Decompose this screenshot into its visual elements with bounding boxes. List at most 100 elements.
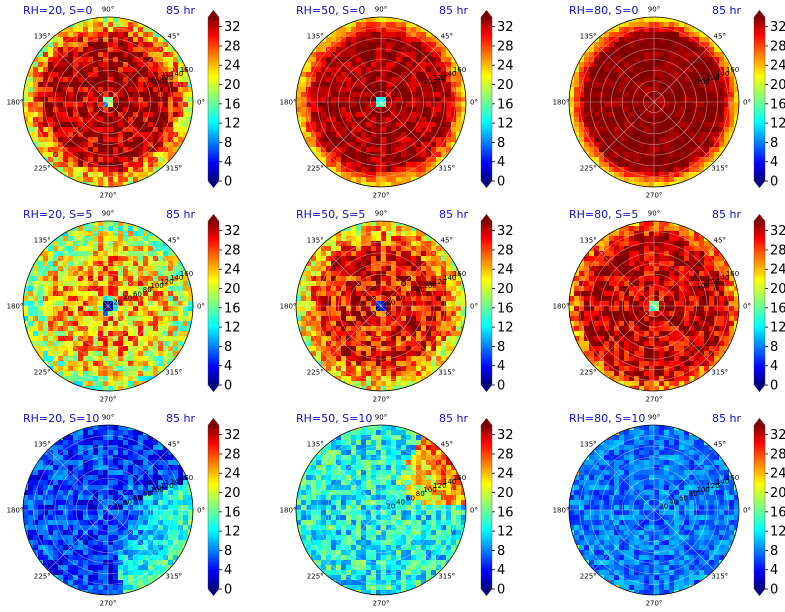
panel-8: 90°45°0°315°270°225°180°135°204060801001… [280,412,514,608]
colorbar-tick-label: 0 [497,175,505,190]
colorbar-extend-max [481,418,492,425]
panels-layer: 90°45°0°315°270°225°180°135°100120140160… [7,4,785,608]
angle-tick-label: 180° [553,99,570,107]
colorbar-tick-label: 24 [497,59,514,74]
colorbar-extend-min [481,589,492,596]
colorbar-tick-label: 0 [224,583,232,598]
panel-1: 90°45°0°315°270°225°180°135°100120140160… [7,4,241,200]
colorbar-gradient [480,424,493,590]
radial-tick-label: 100 [150,282,163,290]
colorbar-tick-label: 4 [497,563,505,578]
angle-tick-label: 45° [714,33,726,41]
panel-time-label: 85 hr [166,208,195,221]
colorbar-tick-label: 0 [770,175,778,190]
polar-frame [568,220,740,392]
colorbar-tick-label: 20 [770,78,785,93]
angle-tick-label: 0° [743,507,751,515]
angle-tick-label: 270° [100,600,117,608]
angle-tick-label: 45° [168,441,180,449]
angle-tick-label: 90° [375,6,387,14]
radial-tick-label: 40 [669,498,678,506]
colorbar-tick-label: 8 [224,544,232,559]
angle-tick-label: 315° [165,368,182,376]
radial-tick-label: 80 [416,286,425,294]
angle-tick-label: 180° [280,99,297,107]
radial-tick-label: 160 [726,66,739,74]
colorbar-tick-label: 20 [224,486,241,501]
panel-3: 90°45°0°315°270°225°180°135°100120140160… [553,4,785,200]
angle-tick-label: 315° [438,164,455,172]
colorbar-tick-label: 28 [770,447,785,462]
angle-tick-label: 45° [168,237,180,245]
radial-tick-label: 140 [443,478,456,486]
colorbar-tick-label: 28 [770,243,785,258]
colorbar-extend-max [208,214,219,221]
colorbar-tick-label: 32 [770,224,785,239]
polar-frame [295,16,467,188]
angle-tick-label: 180° [7,507,24,515]
radial-tick-label: 40 [123,498,132,506]
angle-tick-label: 315° [711,572,728,580]
colorbar: 0 4 8 12 16 20 24 28 32 [480,10,514,190]
colorbar-extend-max [754,418,765,425]
heatmap-field [569,17,739,187]
angle-tick-label: 45° [441,237,453,245]
colorbar: 0 4 8 12 16 20 24 28 32 [480,418,514,598]
colorbar-extend-max [208,418,219,425]
colorbar: 0 4 8 12 16 20 24 28 32 [753,418,785,598]
polar-grid [295,220,467,392]
colorbar-tick-label: 28 [497,39,514,54]
colorbar-tick-label: 20 [770,282,785,297]
colorbar-tick-label: 16 [224,505,241,520]
colorbar-tick-label: 16 [224,301,241,316]
angle-tick-label: 315° [711,368,728,376]
colorbar-gradient [480,220,493,386]
panel-time-label: 85 hr [712,208,741,221]
colorbar-tick-label: 4 [770,563,778,578]
angle-tick-label: 180° [553,507,570,515]
radial-tick-label: 100 [696,282,709,290]
angle-tick-label: 270° [373,600,390,608]
angle-tick-label: 270° [646,600,663,608]
angle-tick-label: 135° [34,33,51,41]
panel-title: RH=20, S=0 [23,4,92,17]
radial-tick-label: 140 [716,70,729,78]
colorbar-tick-label: 4 [224,359,232,374]
colorbar-tick-label: 24 [224,263,241,278]
radial-tick-label: 20 [386,298,395,306]
colorbar-tick-label: 16 [770,301,785,316]
radial-tick-label: 120 [160,482,173,490]
colorbar-tick-label: 20 [497,78,514,93]
radial-tick-label: 100 [696,486,709,494]
angle-tick-label: 180° [280,303,297,311]
angle-tick-label: 90° [648,210,660,218]
colorbar-gradient [753,424,766,590]
colorbar-tick-label: 0 [497,379,505,394]
angle-tick-label: 270° [646,396,663,404]
colorbar-extend-min [754,385,765,392]
colorbar-tick-label: 28 [224,243,241,258]
colorbar-tick-label: 24 [497,263,514,278]
radial-tick-label: 40 [396,498,405,506]
polar-frame [295,424,467,596]
colorbar-tick-label: 32 [497,428,514,443]
colorbar-tick-label: 32 [770,428,785,443]
colorbar-tick-label: 24 [224,467,241,482]
panel-7: 90°45°0°315°270°225°180°135°204060801001… [7,412,241,608]
polar-frame [22,16,194,188]
colorbar-tick-label: 8 [497,340,505,355]
radial-tick-label: 20 [113,502,122,510]
angle-tick-label: 0° [470,303,478,311]
angle-tick-label: 225° [34,164,51,172]
angle-tick-label: 180° [7,303,24,311]
colorbar-tick-label: 24 [224,59,241,74]
panel-title: RH=20, S=5 [23,208,92,221]
colorbar-tick-label: 16 [497,505,514,520]
colorbar-extend-max [754,10,765,17]
colorbar-gradient [753,16,766,182]
radial-tick-label: 60 [406,290,415,298]
colorbar: 0 4 8 12 16 20 24 28 32 [480,214,514,394]
colorbar-tick-label: 8 [224,340,232,355]
angle-tick-label: 0° [743,303,751,311]
colorbar-tick-label: 8 [770,340,778,355]
